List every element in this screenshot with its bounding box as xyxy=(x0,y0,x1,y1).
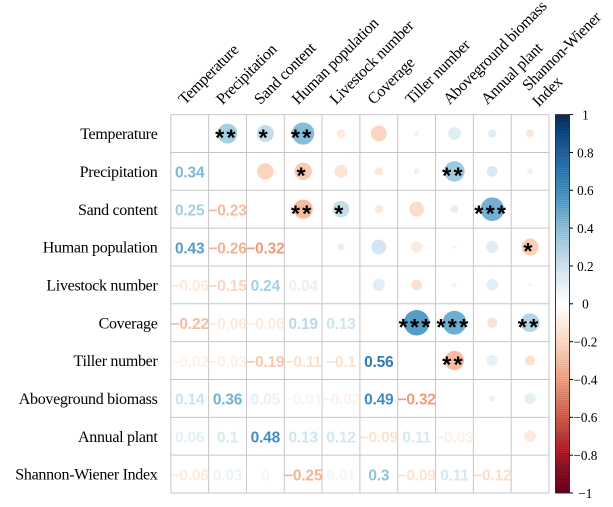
svg-text:***: *** xyxy=(399,314,433,340)
svg-text:−0.03: −0.03 xyxy=(208,354,247,371)
svg-text:−0.1: −0.1 xyxy=(326,354,356,371)
svg-text:−0.32: −0.32 xyxy=(246,240,284,257)
svg-text:0: 0 xyxy=(582,297,589,312)
svg-text:Precipitation: Precipitation xyxy=(80,164,158,181)
svg-text:0.8: 0.8 xyxy=(577,145,594,160)
svg-text:0.36: 0.36 xyxy=(213,392,243,409)
svg-text:0.25: 0.25 xyxy=(175,203,205,220)
svg-text:0.19: 0.19 xyxy=(288,316,318,333)
svg-text:−0.4: −0.4 xyxy=(573,372,597,387)
svg-text:0.6: 0.6 xyxy=(577,183,594,198)
svg-text:−0.06: −0.06 xyxy=(246,316,285,333)
svg-text:**: ** xyxy=(518,314,541,340)
svg-text:0.24: 0.24 xyxy=(251,278,281,295)
svg-text:**: ** xyxy=(442,162,465,188)
svg-text:−0.32: −0.32 xyxy=(398,392,436,409)
svg-text:***: *** xyxy=(474,200,508,226)
svg-text:0.05: 0.05 xyxy=(251,392,281,409)
svg-text:Shannon-Wiener Index: Shannon-Wiener Index xyxy=(15,467,157,484)
svg-text:0.56: 0.56 xyxy=(364,354,394,371)
svg-text:***: *** xyxy=(436,314,470,340)
svg-text:0.04: 0.04 xyxy=(288,278,318,295)
svg-text:*: * xyxy=(334,200,345,226)
svg-text:0.1: 0.1 xyxy=(217,430,239,447)
svg-text:0.34: 0.34 xyxy=(175,165,205,182)
svg-text:−0.26: −0.26 xyxy=(208,240,247,257)
svg-text:Livestock number: Livestock number xyxy=(46,277,158,294)
svg-text:0.13: 0.13 xyxy=(288,430,318,447)
svg-text:−0.15: −0.15 xyxy=(208,278,247,295)
svg-text:−0.6: −0.6 xyxy=(573,410,597,425)
svg-text:0.06: 0.06 xyxy=(175,430,205,447)
svg-text:0.11: 0.11 xyxy=(440,467,469,484)
svg-text:Human population: Human population xyxy=(43,240,158,257)
svg-text:−0.11: −0.11 xyxy=(284,354,322,371)
svg-text:Annual plant: Annual plant xyxy=(78,429,158,446)
svg-text:**: ** xyxy=(442,352,465,378)
svg-text:1: 1 xyxy=(582,108,589,123)
svg-text:0.49: 0.49 xyxy=(364,392,394,409)
svg-text:*: * xyxy=(523,238,534,264)
svg-text:−0.22: −0.22 xyxy=(171,316,209,333)
svg-text:0.3: 0.3 xyxy=(368,467,390,484)
svg-text:Coverage: Coverage xyxy=(99,315,158,332)
svg-text:*: * xyxy=(259,125,270,151)
svg-text:−0.01: −0.01 xyxy=(284,392,323,409)
svg-text:−0.2: −0.2 xyxy=(573,335,597,350)
svg-text:0.2: 0.2 xyxy=(577,259,593,274)
svg-text:0.01: 0.01 xyxy=(326,467,356,484)
svg-text:0.13: 0.13 xyxy=(326,316,356,333)
svg-text:−0.09: −0.09 xyxy=(360,430,399,447)
svg-text:0.48: 0.48 xyxy=(251,430,281,447)
svg-text:−0.19: −0.19 xyxy=(246,354,285,371)
svg-text:**: ** xyxy=(291,125,314,151)
svg-text:−0.23: −0.23 xyxy=(208,203,247,220)
svg-text:−1: −1 xyxy=(578,486,592,501)
svg-text:0.12: 0.12 xyxy=(326,430,355,447)
svg-text:0.03: 0.03 xyxy=(213,467,243,484)
svg-text:0.4: 0.4 xyxy=(577,221,594,236)
svg-text:0.14: 0.14 xyxy=(175,392,205,409)
svg-text:*: * xyxy=(296,162,307,188)
svg-text:−0.03: −0.03 xyxy=(435,430,474,447)
svg-text:**: ** xyxy=(291,200,314,226)
svg-text:−0.02: −0.02 xyxy=(171,354,209,371)
svg-text:−0.8: −0.8 xyxy=(573,448,597,463)
svg-text:0.11: 0.11 xyxy=(402,430,431,447)
svg-text:Sand content: Sand content xyxy=(78,202,158,219)
svg-text:−0.25: −0.25 xyxy=(284,467,323,484)
svg-text:−0.02: −0.02 xyxy=(322,392,360,409)
svg-text:Tiller number: Tiller number xyxy=(74,353,159,370)
svg-text:0.43: 0.43 xyxy=(175,240,205,257)
svg-text:−0.12: −0.12 xyxy=(473,467,511,484)
svg-text:Temperature: Temperature xyxy=(80,126,158,143)
svg-text:−0.06: −0.06 xyxy=(171,278,210,295)
svg-text:−0.09: −0.09 xyxy=(398,467,437,484)
svg-text:0: 0 xyxy=(261,467,269,484)
svg-text:−0.06: −0.06 xyxy=(171,467,210,484)
svg-text:**: ** xyxy=(215,125,238,151)
svg-text:Aboveground biomass: Aboveground biomass xyxy=(19,391,158,408)
svg-text:−0.06: −0.06 xyxy=(208,316,247,333)
